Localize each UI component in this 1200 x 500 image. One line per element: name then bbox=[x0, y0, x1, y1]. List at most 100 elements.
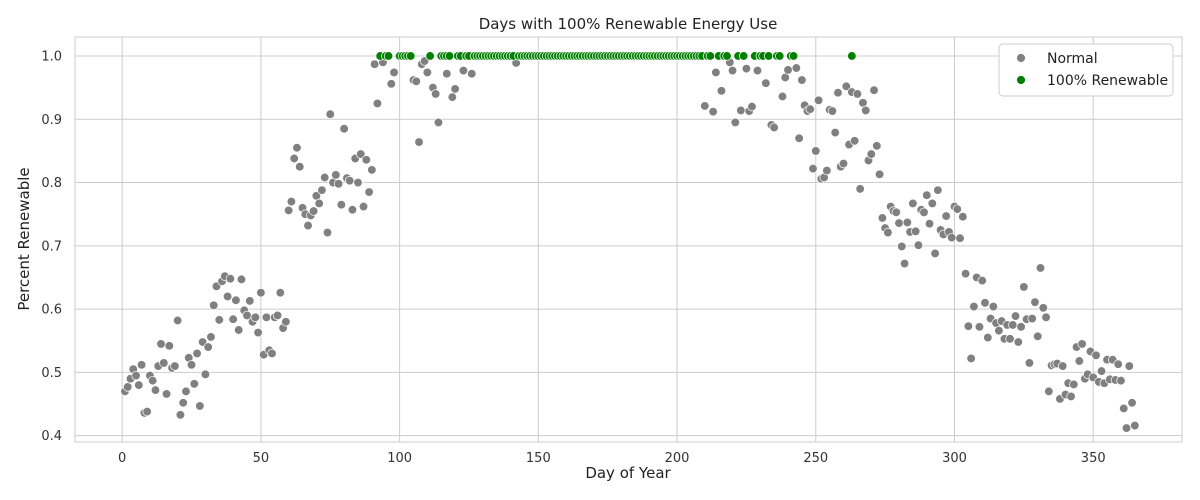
normal-point bbox=[161, 389, 172, 399]
normal-point bbox=[339, 124, 349, 134]
normal-point bbox=[794, 133, 804, 143]
normal-point bbox=[1116, 375, 1126, 386]
normal-point bbox=[902, 217, 912, 228]
renewable-point bbox=[763, 51, 774, 61]
normal-point bbox=[1041, 312, 1051, 322]
normal-point bbox=[894, 218, 904, 228]
renewable-point bbox=[722, 51, 732, 61]
normal-point bbox=[1113, 359, 1123, 369]
normal-point bbox=[963, 321, 974, 331]
normal-point bbox=[267, 348, 277, 359]
normal-point bbox=[877, 213, 888, 223]
renewable-point bbox=[788, 51, 799, 61]
normal-point bbox=[1016, 322, 1026, 332]
normal-point bbox=[272, 310, 283, 321]
normal-point bbox=[941, 211, 951, 221]
normal-point bbox=[730, 117, 740, 128]
normal-point bbox=[852, 89, 863, 99]
x-tick-label: 200 bbox=[665, 451, 690, 466]
normal-point bbox=[855, 184, 865, 194]
normal-point bbox=[952, 204, 962, 214]
normal-point bbox=[869, 85, 879, 95]
normal-point bbox=[977, 275, 987, 286]
normal-point bbox=[320, 172, 330, 183]
normal-point bbox=[727, 65, 738, 76]
y-axis-label: Percent Renewable bbox=[15, 167, 33, 310]
normal-point bbox=[1124, 361, 1134, 371]
normal-point bbox=[234, 325, 244, 335]
normal-point bbox=[295, 162, 305, 172]
normal-point bbox=[322, 227, 333, 238]
normal-point bbox=[1008, 320, 1018, 330]
renewable-point bbox=[738, 51, 749, 61]
normal-point bbox=[969, 301, 979, 312]
normal-point bbox=[325, 109, 335, 119]
normal-point bbox=[1096, 366, 1107, 376]
normal-point bbox=[911, 226, 921, 236]
x-axis-label: Day of Year bbox=[585, 464, 671, 482]
normal-point bbox=[181, 386, 191, 397]
normal-point bbox=[386, 79, 396, 89]
normal-point bbox=[314, 198, 324, 209]
x-tick-label: 100 bbox=[387, 451, 412, 466]
y-tick-label: 0.6 bbox=[41, 303, 62, 318]
normal-point bbox=[148, 375, 158, 386]
normal-point bbox=[250, 312, 260, 322]
y-tick-label: 0.8 bbox=[41, 176, 62, 191]
normal-point bbox=[741, 63, 752, 74]
normal-point bbox=[813, 95, 824, 105]
normal-point bbox=[414, 137, 424, 147]
normal-point bbox=[736, 105, 746, 116]
normal-point bbox=[134, 380, 144, 390]
y-tick-label: 0.5 bbox=[41, 366, 62, 381]
normal-point bbox=[1038, 303, 1048, 313]
normal-point bbox=[345, 175, 355, 186]
normal-point bbox=[170, 361, 180, 371]
renewable-point bbox=[425, 51, 435, 61]
normal-point bbox=[231, 295, 241, 305]
normal-point bbox=[189, 379, 199, 389]
normal-point bbox=[830, 127, 840, 138]
normal-point bbox=[1091, 350, 1101, 360]
normal-point bbox=[960, 269, 971, 279]
renewable-point bbox=[705, 51, 715, 61]
normal-point bbox=[281, 317, 291, 327]
chart-title: Days with 100% Renewable Energy Use bbox=[479, 15, 778, 33]
normal-point bbox=[364, 187, 374, 197]
normal-point bbox=[331, 170, 341, 180]
normal-point bbox=[891, 207, 901, 217]
normal-point bbox=[1033, 331, 1043, 341]
normal-point bbox=[175, 410, 186, 420]
normal-point bbox=[261, 312, 272, 322]
normal-point bbox=[747, 101, 757, 112]
normal-point bbox=[791, 63, 802, 73]
y-tick-label: 1.0 bbox=[41, 49, 62, 64]
normal-point bbox=[966, 353, 976, 364]
normal-point bbox=[761, 78, 771, 88]
legend-label-renewable: 100% Renewable bbox=[1047, 73, 1168, 89]
normal-point bbox=[700, 101, 710, 111]
normal-point bbox=[833, 88, 843, 98]
normal-point bbox=[303, 220, 313, 231]
normal-point bbox=[131, 370, 141, 381]
legend: Normal 100% Renewable bbox=[998, 43, 1174, 97]
normal-point bbox=[358, 201, 369, 212]
normal-point bbox=[286, 196, 297, 207]
normal-point bbox=[467, 69, 477, 79]
normal-point bbox=[336, 200, 346, 210]
normal-point bbox=[711, 67, 721, 78]
y-tick-label: 0.7 bbox=[41, 239, 62, 254]
normal-point bbox=[974, 322, 985, 332]
renewable-point bbox=[383, 51, 394, 61]
normal-point bbox=[159, 358, 169, 368]
normal-point bbox=[897, 241, 907, 252]
normal-point bbox=[200, 369, 211, 379]
normal-point bbox=[275, 288, 285, 298]
normal-point bbox=[256, 288, 266, 298]
normal-point bbox=[292, 143, 302, 153]
y-tick-label: 0.9 bbox=[41, 113, 62, 128]
legend-marker-renewable bbox=[1016, 75, 1026, 85]
renewable-point bbox=[444, 51, 455, 61]
normal-point bbox=[1027, 313, 1037, 324]
normal-point bbox=[150, 385, 161, 395]
